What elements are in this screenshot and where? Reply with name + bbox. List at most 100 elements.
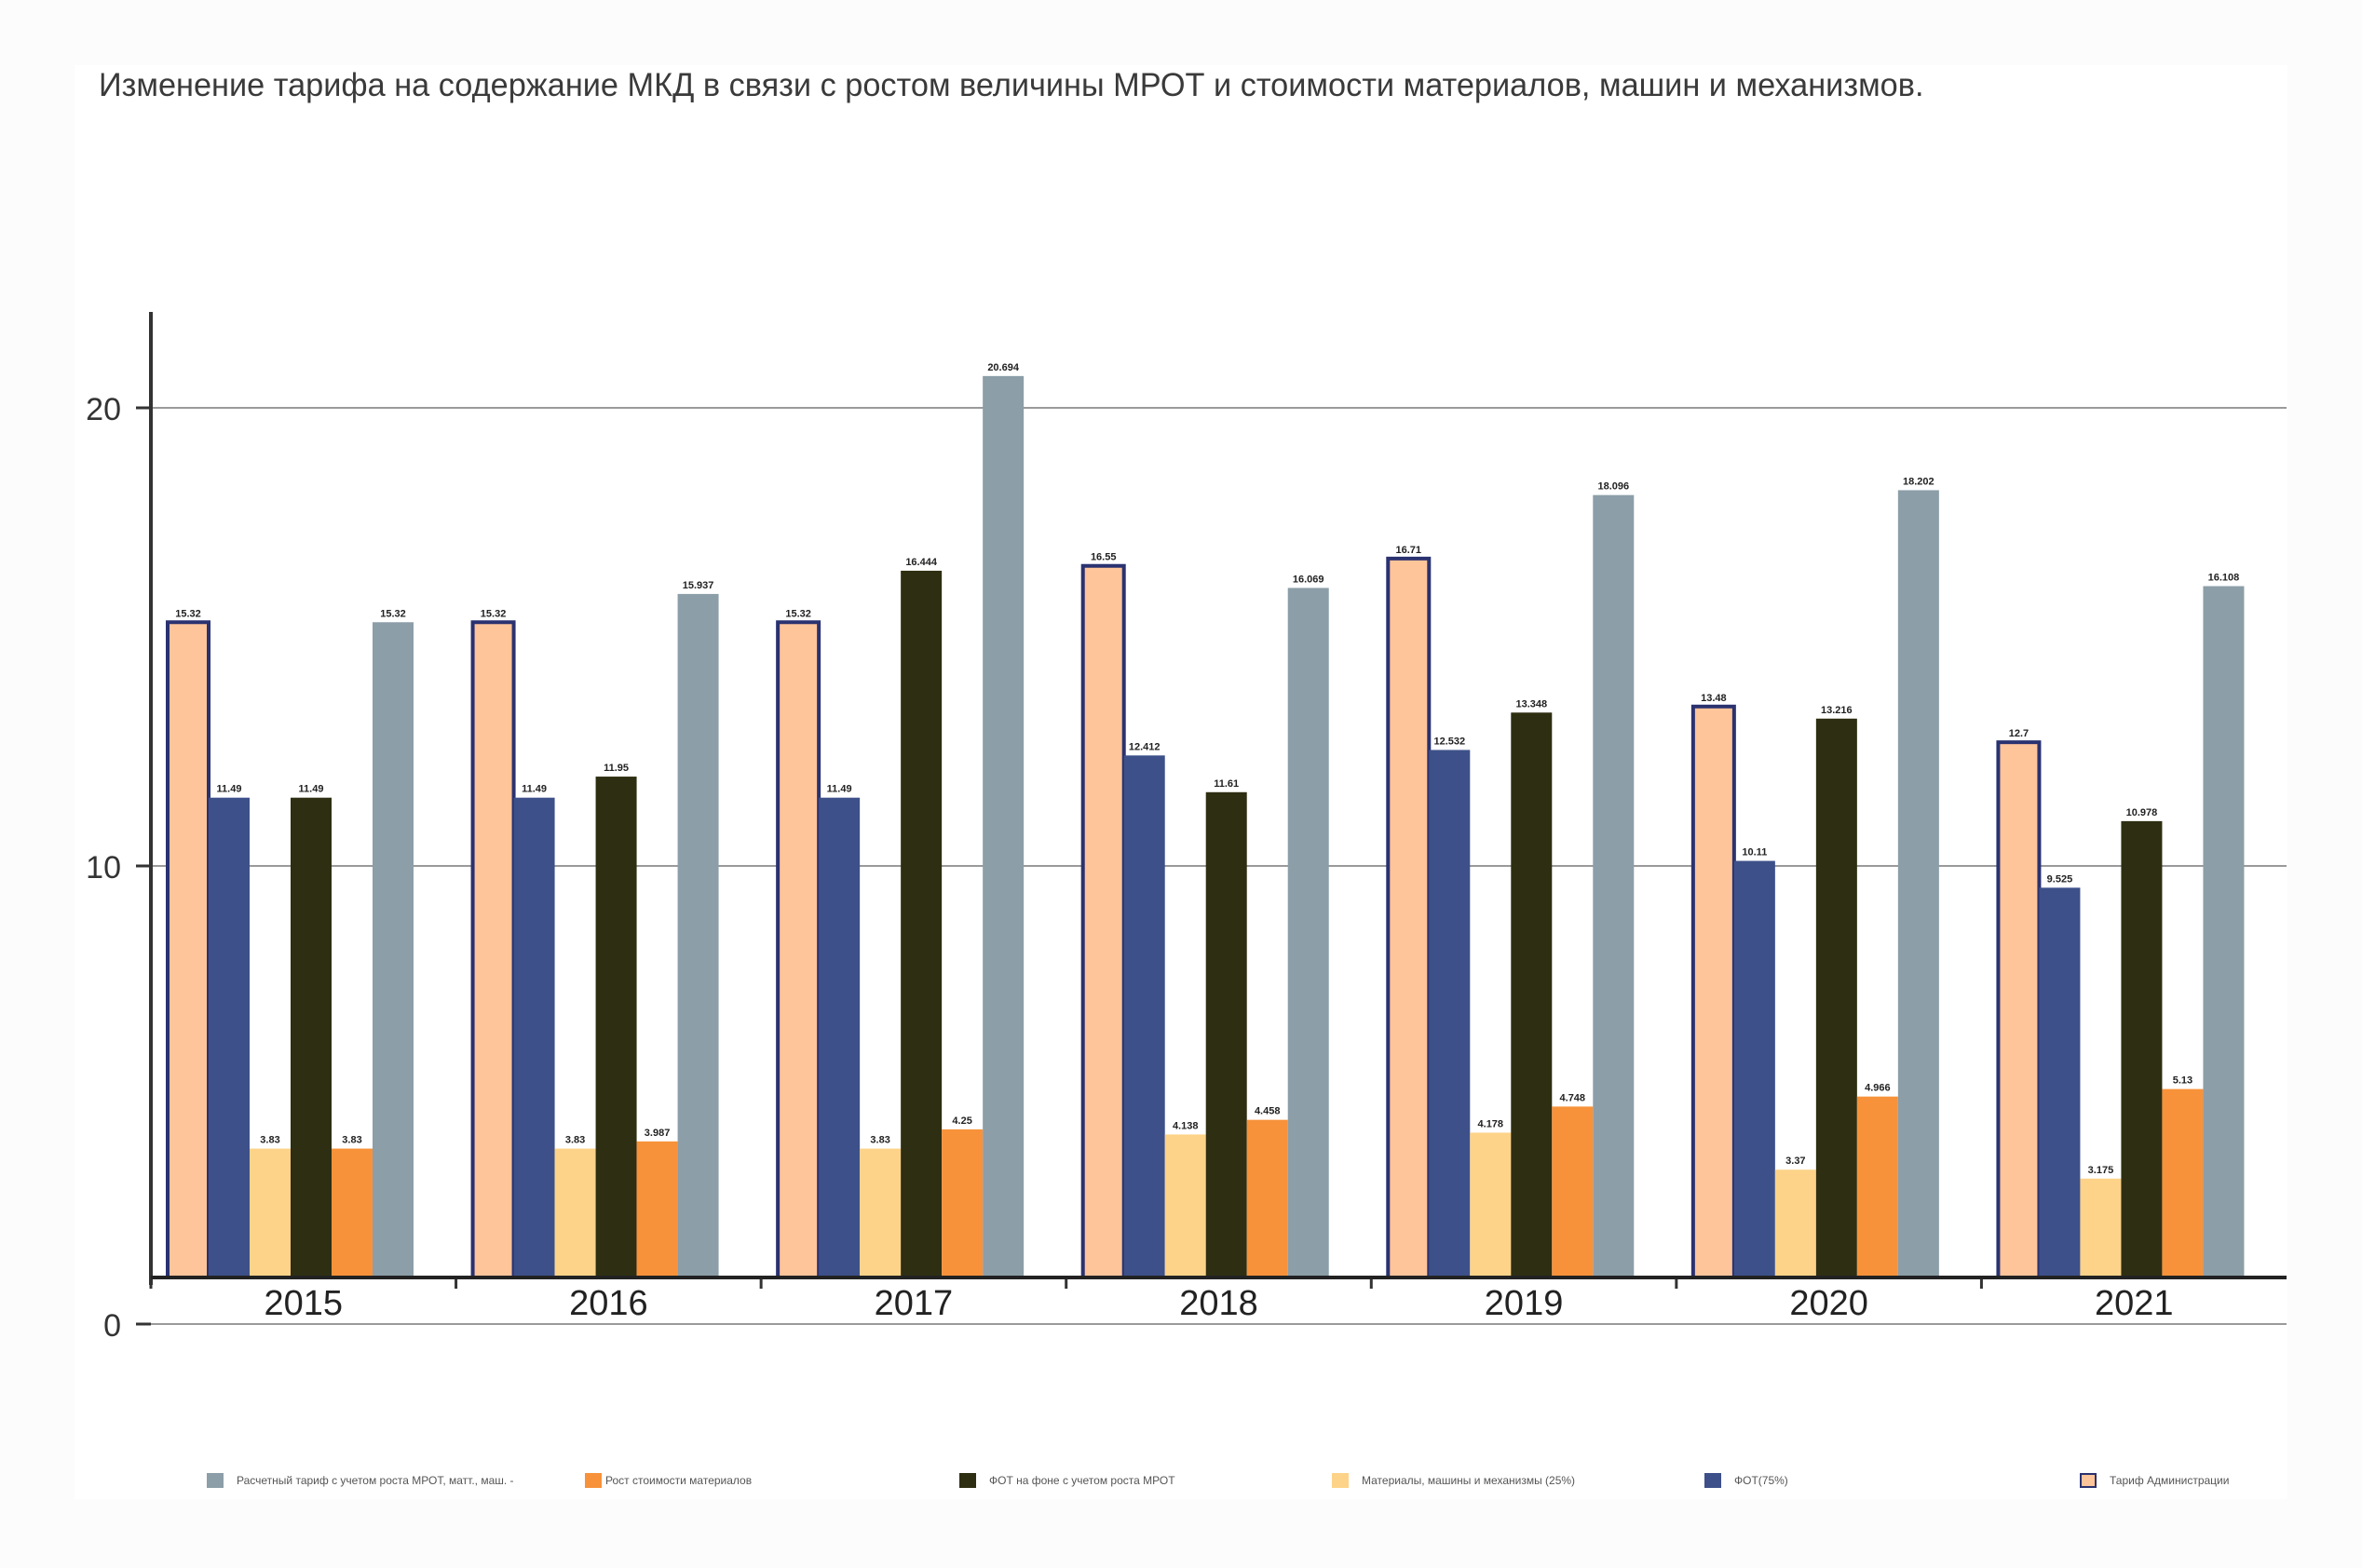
data-label: 11.49 bbox=[827, 784, 852, 795]
legend-item-calc-tariff: Расчетный тариф с учетом роста МРОТ, мат… bbox=[207, 1473, 514, 1488]
bar-2015-3 bbox=[291, 797, 332, 1277]
bar-2016-5 bbox=[677, 593, 719, 1277]
data-label: 13.348 bbox=[1515, 698, 1547, 710]
bar-2019-4 bbox=[1552, 1106, 1594, 1277]
legend-swatch bbox=[2080, 1473, 2097, 1488]
bar-2016-2 bbox=[554, 1148, 596, 1277]
bar-2021-5 bbox=[2203, 586, 2245, 1277]
bar-2017-5 bbox=[983, 375, 1025, 1277]
data-label: 18.202 bbox=[1903, 476, 1934, 487]
y-tick-label: 10 bbox=[86, 850, 121, 885]
data-label: 5.13 bbox=[2173, 1075, 2192, 1087]
data-label: 15.32 bbox=[175, 608, 201, 619]
data-label: 13.216 bbox=[1821, 705, 1853, 716]
bar-2018-0 bbox=[1080, 563, 1126, 1279]
data-label: 16.444 bbox=[905, 557, 938, 568]
x-tick-label: 2021 bbox=[2095, 1284, 2174, 1323]
data-label: 10.978 bbox=[2126, 807, 2158, 818]
legend-item-materials-growth: Рост стоимости материалов bbox=[585, 1473, 752, 1488]
data-label: 10.11 bbox=[1742, 847, 1767, 858]
data-label: 3.83 bbox=[342, 1135, 361, 1146]
bar-2015-0 bbox=[166, 620, 210, 1279]
bar-2017-0 bbox=[776, 620, 821, 1279]
legend-label: Расчетный тариф с учетом роста МРОТ, мат… bbox=[237, 1474, 514, 1487]
data-label: 4.25 bbox=[952, 1115, 971, 1127]
data-label: 3.987 bbox=[645, 1128, 671, 1139]
legend-item-materials-25: Материалы, машины и механизмы (25%) bbox=[1332, 1473, 1575, 1488]
x-tick-label: 2017 bbox=[875, 1284, 954, 1323]
legend-label: Материалы, машины и механизмы (25%) bbox=[1362, 1474, 1576, 1487]
x-axis: 2015 2016 2017 2018 2019 2020 2021 bbox=[149, 1276, 2287, 1323]
data-label: 4.138 bbox=[1173, 1120, 1199, 1131]
legend-label: Тариф Администрации bbox=[2110, 1474, 2230, 1487]
y-tick-label: 20 bbox=[86, 392, 121, 427]
data-label: 3.83 bbox=[565, 1135, 585, 1146]
bar-2018-4 bbox=[1246, 1119, 1288, 1277]
data-label: 3.83 bbox=[260, 1135, 279, 1146]
data-label: 9.525 bbox=[2047, 873, 2073, 885]
data-label: 4.966 bbox=[1865, 1083, 1891, 1094]
data-label: 12.7 bbox=[2009, 728, 2029, 739]
data-label: 15.937 bbox=[683, 580, 714, 591]
data-label: 20.694 bbox=[987, 362, 1020, 373]
legend-label: ФОТ(75%) bbox=[1734, 1474, 1788, 1487]
data-label: 16.069 bbox=[1293, 574, 1324, 585]
bar-2018-2 bbox=[1164, 1134, 1206, 1277]
data-label: 15.32 bbox=[481, 608, 507, 619]
legend-label: Рост стоимости материалов bbox=[605, 1474, 753, 1487]
y-tick-label: 0 bbox=[103, 1308, 121, 1344]
bar-2018-3 bbox=[1205, 791, 1247, 1277]
bar-2019-3 bbox=[1511, 712, 1553, 1277]
bar-2018-1 bbox=[1123, 755, 1165, 1277]
bar-2015-2 bbox=[250, 1148, 291, 1277]
bar-2021-1 bbox=[2039, 887, 2081, 1277]
data-label: 16.71 bbox=[1396, 545, 1422, 556]
bar-2016-3 bbox=[595, 777, 637, 1277]
data-label: 18.096 bbox=[1597, 481, 1629, 493]
bar-2015-5 bbox=[373, 622, 414, 1277]
chart-title: Изменение тарифа на содержание МКД в свя… bbox=[99, 67, 1924, 103]
bars: 15.32 11.49 3.83 11.49 3.83 15.32 15.32 11.49 3.… bbox=[166, 362, 2245, 1279]
bar-2019-1 bbox=[1429, 750, 1471, 1277]
x-tick-label: 2020 bbox=[1789, 1284, 1868, 1323]
data-label: 3.83 bbox=[870, 1135, 889, 1146]
bar-2021-3 bbox=[2121, 820, 2163, 1277]
data-label: 11.61 bbox=[1214, 778, 1239, 790]
bar-2017-1 bbox=[819, 797, 861, 1277]
bar-2015-1 bbox=[209, 797, 250, 1277]
data-label: 4.748 bbox=[1560, 1092, 1586, 1103]
bar-2016-1 bbox=[513, 797, 555, 1277]
data-label: 3.37 bbox=[1785, 1156, 1805, 1167]
bar-2020-5 bbox=[1897, 490, 1939, 1277]
legend-label: ФОТ на фоне с учетом роста МРОТ bbox=[989, 1474, 1175, 1487]
data-label: 11.49 bbox=[217, 784, 242, 795]
legend-item-admin-tariff: Тариф Администрации bbox=[2080, 1473, 2229, 1488]
data-label: 12.412 bbox=[1129, 741, 1161, 752]
data-label: 4.178 bbox=[1478, 1118, 1504, 1129]
legend-swatch bbox=[207, 1473, 224, 1488]
bar-2017-2 bbox=[860, 1148, 902, 1277]
data-label: 11.95 bbox=[604, 763, 629, 774]
bar-2017-3 bbox=[901, 570, 943, 1277]
data-label: 15.32 bbox=[380, 608, 406, 619]
legend-swatch bbox=[959, 1473, 976, 1488]
legend-item-fot-75: ФОТ(75%) bbox=[1704, 1473, 1788, 1488]
legend-swatch bbox=[1332, 1473, 1349, 1488]
bar-2020-4 bbox=[1856, 1096, 1898, 1277]
bar-2015-4 bbox=[332, 1148, 373, 1277]
bar-2017-4 bbox=[942, 1129, 984, 1277]
data-label: 13.48 bbox=[1701, 693, 1727, 704]
bar-2021-0 bbox=[1996, 740, 2042, 1279]
bar-2016-4 bbox=[636, 1141, 678, 1277]
x-tick-label: 2018 bbox=[1179, 1284, 1258, 1323]
y-axis: 0 10 20 bbox=[86, 312, 153, 1344]
x-tick-label: 2019 bbox=[1485, 1284, 1564, 1323]
bar-2021-4 bbox=[2162, 1088, 2204, 1277]
data-label: 15.32 bbox=[785, 608, 811, 619]
data-label: 16.108 bbox=[2208, 572, 2240, 583]
bar-2020-0 bbox=[1690, 704, 1736, 1279]
bar-2021-2 bbox=[2080, 1178, 2122, 1277]
data-label: 16.55 bbox=[1091, 552, 1117, 563]
bar-2020-3 bbox=[1815, 718, 1857, 1277]
legend-swatch bbox=[585, 1473, 602, 1488]
